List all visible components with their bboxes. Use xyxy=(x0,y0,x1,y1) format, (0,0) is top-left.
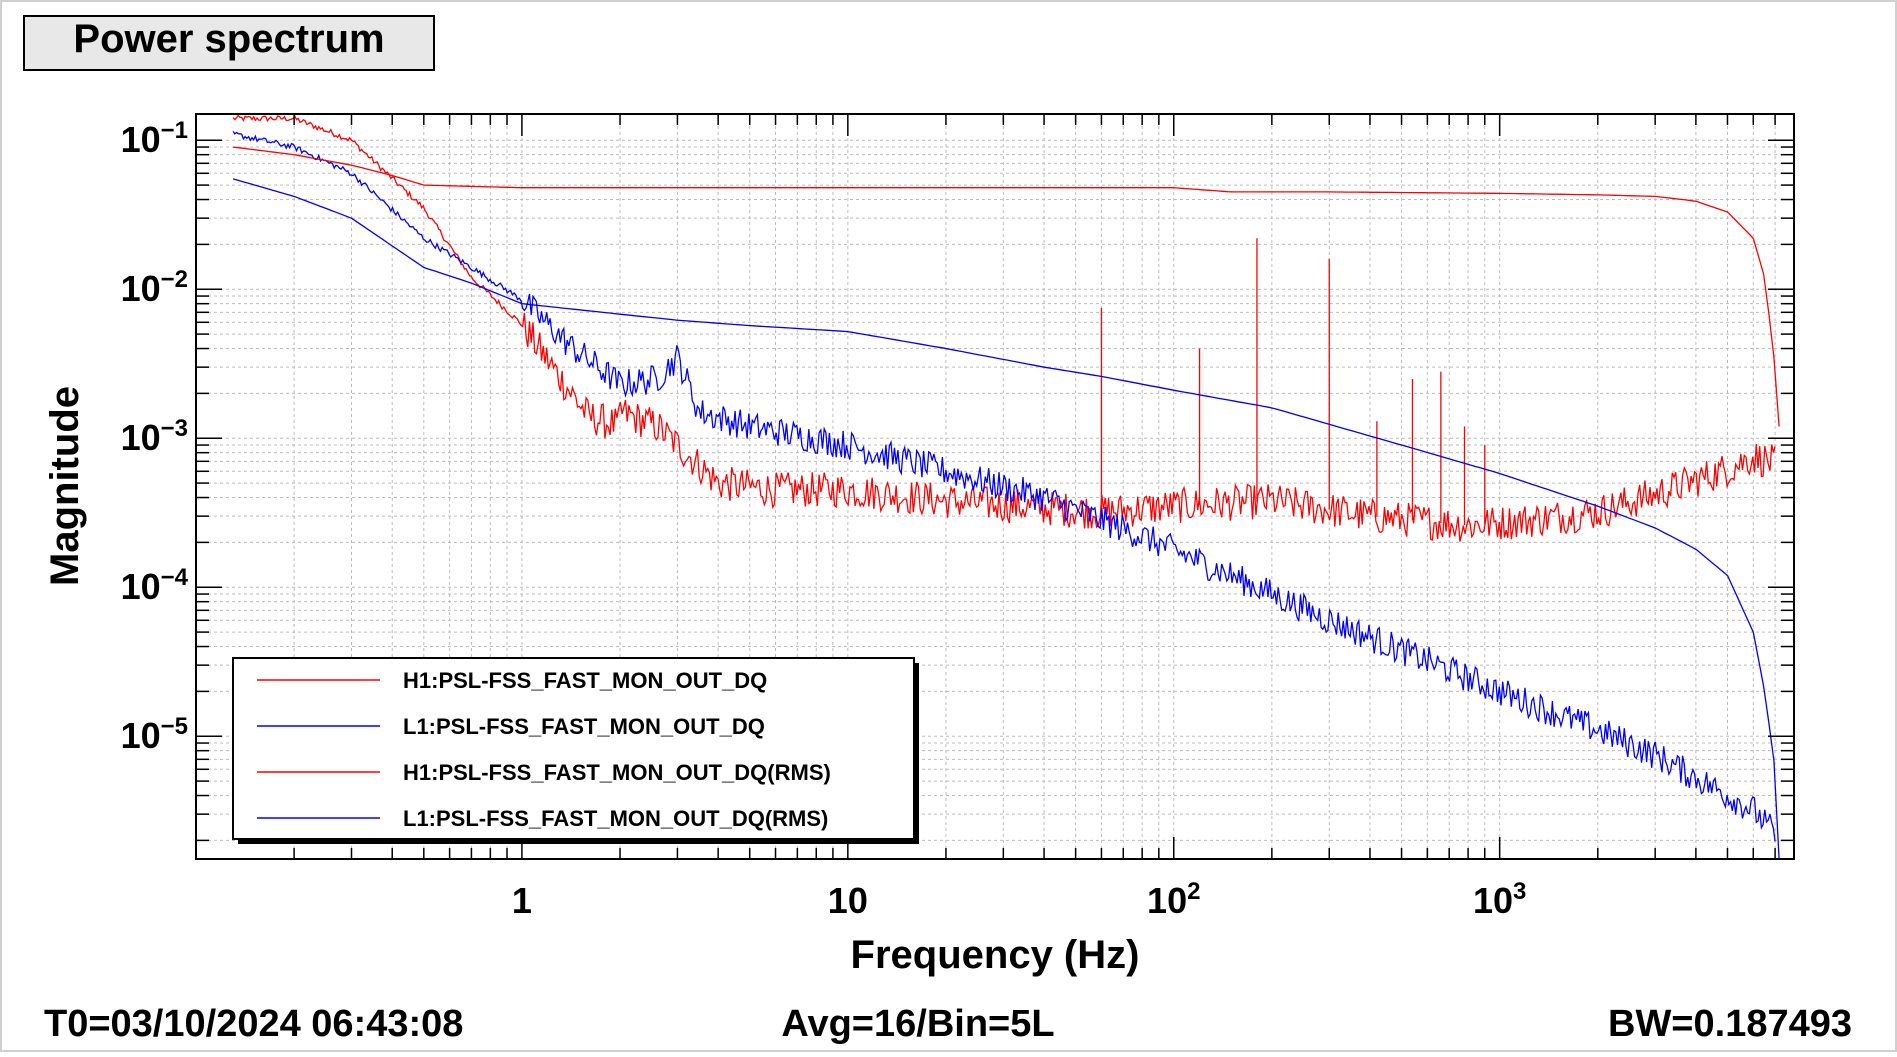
x-tick-label: 1 xyxy=(512,880,532,921)
legend-label: L1:PSL-FSS_FAST_MON_OUT_DQ xyxy=(403,714,765,739)
y-axis-label: Magnitude xyxy=(43,386,87,586)
series-3 xyxy=(233,146,1780,427)
series-line xyxy=(232,130,1776,842)
y-tick-label: 10−2 xyxy=(121,266,188,309)
series-line xyxy=(232,114,1776,542)
title-box-frame xyxy=(23,15,435,71)
legend-label: H1:PSL-FSS_FAST_MON_OUT_DQ xyxy=(403,668,767,693)
footer-t0: T0=03/10/2024 06:43:08 xyxy=(44,1003,463,1045)
x-axis-ticks: 1 10 102 103 xyxy=(195,114,1795,921)
series-line xyxy=(233,146,1780,427)
chart-title: Power spectrum xyxy=(73,17,384,61)
series-group xyxy=(232,114,1780,860)
legend-label: L1:PSL-FSS_FAST_MON_OUT_DQ(RMS) xyxy=(403,806,828,831)
title-box: Power spectrum xyxy=(23,15,435,71)
footer-bw: BW=0.187493 xyxy=(1608,1003,1852,1045)
legend-box xyxy=(232,657,915,840)
x-axis-label: Frequency (Hz) xyxy=(851,933,1140,977)
footer-avg-bin: Avg=16/Bin=5L xyxy=(781,1003,1054,1045)
series-2 xyxy=(232,130,1776,842)
legend: H1:PSL-FSS_FAST_MON_OUT_DQ L1:PSL-FSS_FAS… xyxy=(232,657,919,844)
plot-frame xyxy=(195,113,1795,860)
series-1 xyxy=(232,114,1776,542)
series-line xyxy=(232,178,1780,860)
x-tick-label: 10 xyxy=(828,880,868,921)
legend-label: H1:PSL-FSS_FAST_MON_OUT_DQ(RMS) xyxy=(403,760,831,785)
series-4 xyxy=(232,178,1780,860)
